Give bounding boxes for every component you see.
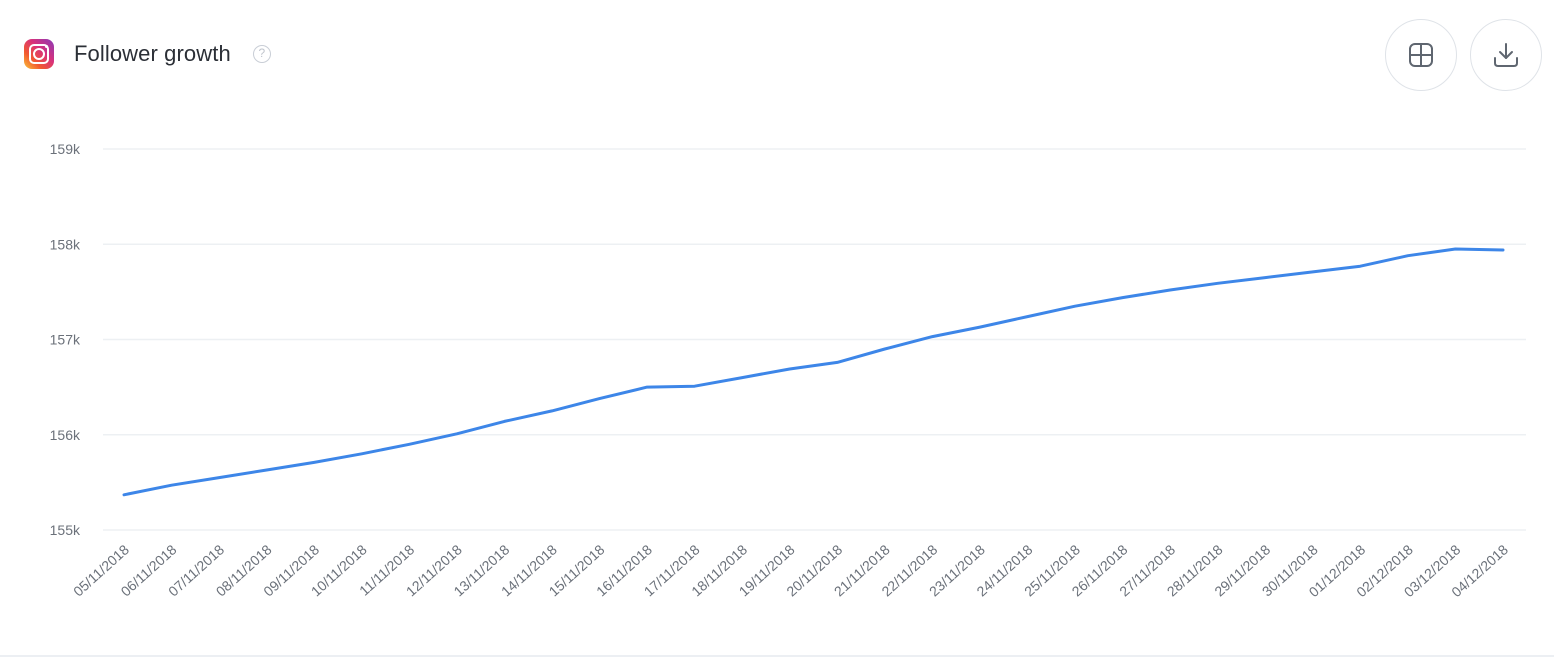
help-icon[interactable]: ? (252, 45, 271, 63)
series-line (122, 247, 1505, 497)
y-tick-label: 155k (50, 522, 81, 538)
y-tick-label: 159k (50, 141, 81, 157)
table-view-button[interactable] (1385, 19, 1457, 91)
y-tick-label: 157k (50, 332, 81, 348)
download-button[interactable] (1470, 19, 1542, 91)
download-icon (1494, 43, 1518, 67)
y-tick-label: 158k (50, 236, 81, 252)
chart-header: Follower growth ? (24, 36, 271, 72)
table-grid-icon (1409, 43, 1433, 67)
instagram-icon (24, 39, 54, 69)
y-tick-label: 156k (50, 427, 81, 443)
chart-title: Follower growth (74, 41, 231, 66)
